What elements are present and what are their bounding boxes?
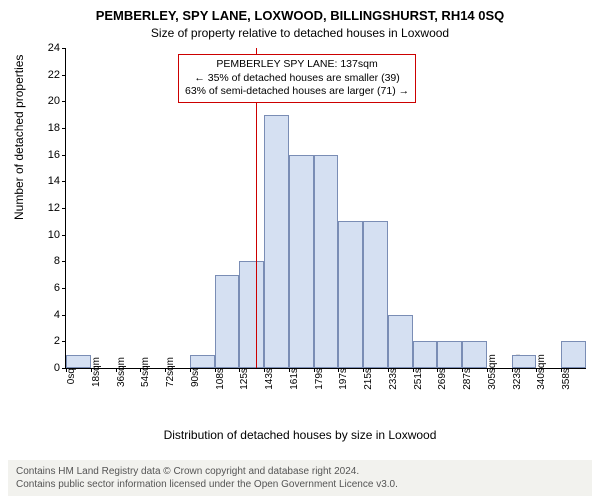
histogram-bar <box>413 341 438 368</box>
annotation-line1: PEMBERLEY SPY LANE: 137sqm <box>185 58 409 72</box>
ytick-label: 4 <box>30 309 60 321</box>
ytick-label: 16 <box>30 149 60 161</box>
y-axis-label: Number of detached properties <box>12 55 26 220</box>
ytick-label: 2 <box>30 335 60 347</box>
ytick-label: 0 <box>30 362 60 374</box>
annotation-line2: ← 35% of detached houses are smaller (39… <box>185 72 409 86</box>
chart-title-sub: Size of property relative to detached ho… <box>0 26 600 40</box>
ytick-label: 10 <box>30 229 60 241</box>
histogram-bar <box>388 315 413 368</box>
x-axis-label: Distribution of detached houses by size … <box>0 428 600 442</box>
ytick-label: 14 <box>30 175 60 187</box>
xtick-label: 54sqm <box>140 357 151 387</box>
histogram-bar <box>66 355 91 368</box>
histogram-bar <box>239 261 264 368</box>
ytick-label: 6 <box>30 282 60 294</box>
footer-attribution: Contains HM Land Registry data © Crown c… <box>8 460 592 496</box>
histogram-bar <box>215 275 240 368</box>
histogram-bar <box>437 341 462 368</box>
annotation-line3: 63% of semi-detached houses are larger (… <box>185 85 409 99</box>
xtick-label: 18sqm <box>91 357 102 387</box>
xtick-label: 305sqm <box>487 354 498 390</box>
ytick-label: 12 <box>30 202 60 214</box>
ytick-label: 24 <box>30 42 60 54</box>
histogram-bar <box>338 221 363 368</box>
chart-title-main: PEMBERLEY, SPY LANE, LOXWOOD, BILLINGSHU… <box>0 8 600 23</box>
xtick-label: 36sqm <box>116 357 127 387</box>
ytick-label: 22 <box>30 69 60 81</box>
histogram-bar <box>289 155 314 368</box>
annotation-box: PEMBERLEY SPY LANE: 137sqm← 35% of detac… <box>178 54 416 103</box>
xtick-label: 72sqm <box>165 357 176 387</box>
xtick-label: 340sqm <box>536 354 547 390</box>
ytick-label: 8 <box>30 255 60 267</box>
histogram-bar <box>512 355 537 368</box>
histogram-bar <box>462 341 487 368</box>
footer-line2: Contains public sector information licen… <box>16 478 584 491</box>
histogram-bar <box>190 355 215 368</box>
histogram-bar <box>264 115 289 368</box>
ytick-label: 20 <box>30 95 60 107</box>
histogram-bar <box>363 221 388 368</box>
ytick-label: 18 <box>30 122 60 134</box>
histogram-bar <box>561 341 586 368</box>
plot-area: 0sqm18sqm36sqm54sqm72sqm90sqm108sqm125sq… <box>65 48 586 369</box>
histogram-bar <box>314 155 339 368</box>
footer-line1: Contains HM Land Registry data © Crown c… <box>16 465 584 478</box>
